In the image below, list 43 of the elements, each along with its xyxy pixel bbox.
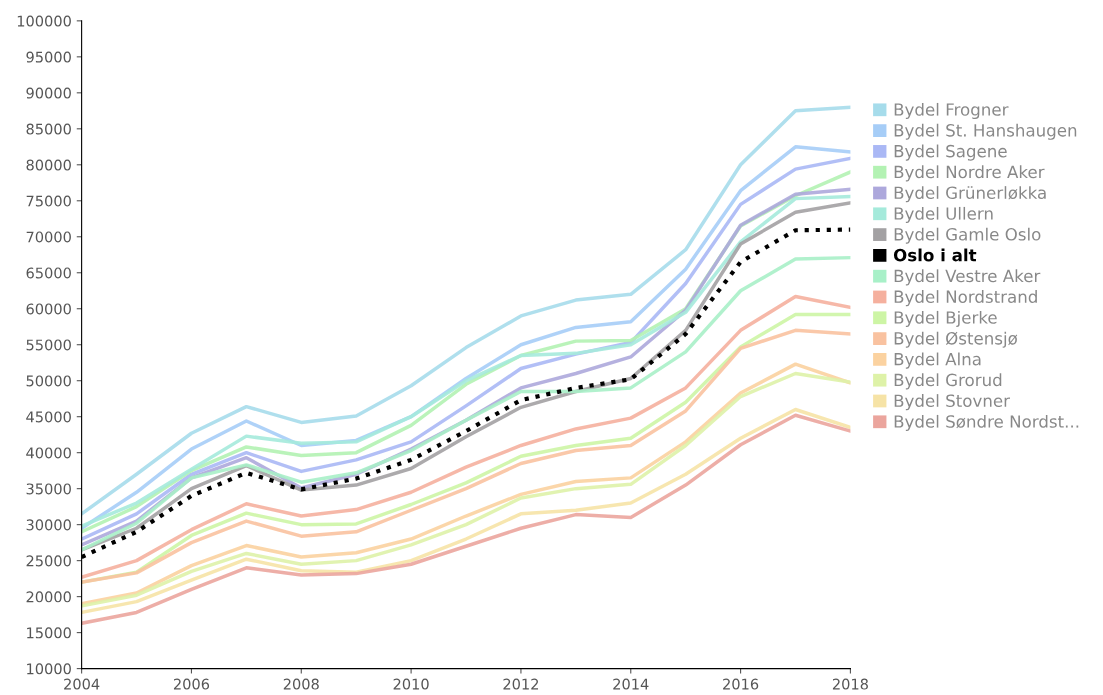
legend-label: Bydel Stovner (894, 394, 1010, 411)
y-tick-label: 55000 (26, 339, 71, 351)
legend-label: Bydel Grorud (894, 373, 1002, 390)
y-tick-label: 85000 (26, 123, 71, 135)
x-tick-label: 2014 (613, 678, 649, 690)
legend-label: Bydel Østensjø (894, 331, 1018, 348)
x-tick-label: 2004 (64, 678, 100, 690)
legend-label: Bydel Nordstrand (894, 290, 1037, 307)
y-tick-label: 45000 (26, 411, 71, 423)
legend-label: Bydel Vestre Aker (894, 269, 1041, 286)
y-tick-label: 90000 (26, 87, 71, 99)
y-tick-label: 30000 (26, 519, 71, 531)
legend-label: Bydel Grünerløkka (894, 186, 1046, 203)
y-tick-label: 60000 (26, 303, 71, 315)
legend-label: Bydel St. Hanshaugen (894, 123, 1077, 140)
y-tick-label: 50000 (26, 375, 71, 387)
y-tick-label: 65000 (26, 267, 71, 279)
y-tick-label: 40000 (26, 447, 71, 459)
y-tick-label: 80000 (26, 159, 71, 171)
legend-label: Bydel Ullern (894, 206, 993, 224)
y-tick-label: 70000 (26, 231, 71, 243)
legend-label: Oslo i alt (893, 248, 977, 262)
y-tick-label: 75000 (26, 195, 71, 207)
y-tick-label: 10000 (27, 663, 71, 675)
x-tick-label: 2008 (283, 678, 319, 690)
y-tick-label: 100000 (17, 15, 71, 27)
legend-label: Bydel Frogner (894, 102, 1009, 120)
y-tick-label: 15000 (27, 627, 71, 639)
x-tick-label: 2006 (173, 678, 210, 690)
y-tick-label: 20000 (26, 591, 71, 603)
x-tick-label: 2016 (723, 678, 759, 690)
x-tick-label: 2018 (832, 678, 868, 690)
legend-label: Bydel Alna (894, 352, 981, 369)
x-tick-label: 2010 (393, 678, 429, 690)
y-tick-label: 35000 (26, 483, 71, 495)
legend-label: Bydel Søndre Nordst... (894, 414, 1079, 432)
y-tick-label: 25000 (26, 555, 71, 567)
x-tick-label: 2012 (503, 678, 539, 690)
legend-label: Bydel Nordre Aker (894, 165, 1045, 182)
y-tick-label: 95000 (26, 51, 71, 63)
legend-label: Bydel Bjerke (894, 310, 997, 328)
legend-label: Bydel Sagene (894, 144, 1007, 161)
legend-label: Bydel Gamle Oslo (894, 227, 1041, 244)
